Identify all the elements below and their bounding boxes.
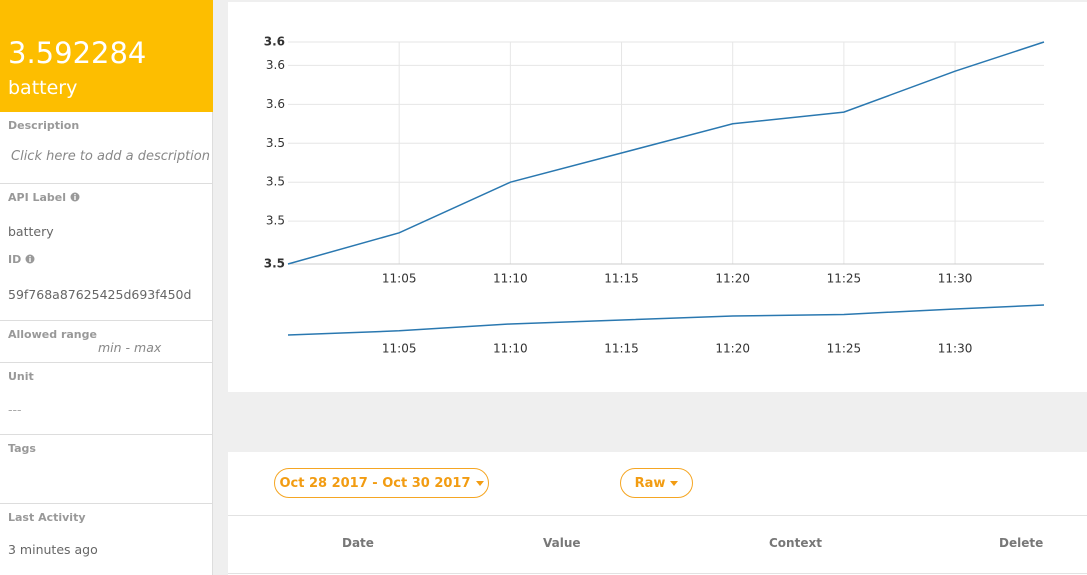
- field-label: Tags: [8, 442, 36, 455]
- resolution: Raw: [634, 475, 666, 491]
- info-icon[interactable]: [25, 254, 35, 264]
- resolution-button[interactable]: Raw: [620, 468, 693, 498]
- navigator-tick-label: 11:30: [938, 342, 973, 356]
- y-tick-label: 3.5: [266, 175, 285, 189]
- variable-name[interactable]: battery: [8, 77, 78, 99]
- field-label: Last Activity: [8, 511, 86, 524]
- navigator-tick-label: 11:10: [493, 342, 528, 356]
- chart: 3.5 3.5 3.5 3.5 3.6 3.6 3.6 11:05 11:05 11:10 11:1…: [264, 35, 1045, 356]
- navigator-line: [287, 304, 1045, 336]
- api-label-value[interactable]: battery: [8, 224, 54, 239]
- field-label: Unit: [8, 370, 34, 383]
- unit-value[interactable]: ---: [8, 402, 22, 417]
- column-header: Context: [769, 536, 822, 550]
- field-label: Description: [8, 119, 80, 132]
- divider: [0, 320, 212, 321]
- y-tick-label: 3.6: [266, 58, 285, 72]
- y-tick-label: 3.6: [266, 97, 285, 111]
- divider: [0, 434, 212, 435]
- y-tick-label: 3.5: [266, 136, 285, 150]
- caret: [670, 480, 679, 486]
- series-line: [287, 41, 1045, 265]
- description-input[interactable]: Click here to add a description: [11, 149, 210, 164]
- chart-card: [228, 2, 1087, 392]
- divider: [0, 183, 212, 184]
- column-header: Value: [543, 536, 581, 550]
- x-tick-label: 11:15: [604, 272, 639, 286]
- sidebar: 3.592284 battery Description Click here …: [0, 0, 213, 575]
- x-tick-label: 11:30: [938, 272, 973, 286]
- range-value[interactable]: min - max: [98, 340, 162, 355]
- x-tick-label: 11:25: [827, 272, 862, 286]
- x-tick-label: 11:10: [493, 272, 528, 286]
- field-label: API Label: [8, 191, 80, 204]
- last-activity-value: 3 minutes ago: [8, 542, 98, 557]
- column-header: Date: [342, 536, 374, 550]
- field-label-text: ID: [8, 253, 22, 266]
- id-value: 59f768a87625425d693f450d: [8, 287, 192, 302]
- y-tick-label: 3.5: [266, 214, 285, 228]
- field-label-text: API Label: [8, 191, 67, 204]
- y-tick-label: 3.6: [264, 35, 285, 49]
- navigator-tick-label: 11:25: [827, 342, 862, 356]
- divider: [0, 362, 212, 363]
- y-tick-label: 3.5: [264, 257, 285, 271]
- navigator-tick-label: 11:20: [715, 342, 750, 356]
- divider: [228, 573, 1087, 574]
- variable-header: 3.592284 battery: [0, 0, 213, 112]
- field-label: ID: [8, 253, 35, 266]
- table-card: [228, 452, 1087, 575]
- date-range: Oct 28 2017 - Oct 30 2017: [279, 475, 471, 491]
- caret: [475, 480, 484, 486]
- navigator-tick-label: 11:05: [382, 342, 417, 356]
- field-label: Allowed range: [8, 328, 97, 341]
- navigator-tick-label: 11:15: [604, 342, 639, 356]
- x-tick-label: 11:05: [382, 272, 417, 286]
- divider: [0, 503, 212, 504]
- column-header: Delete: [999, 536, 1044, 550]
- date-range-button[interactable]: Oct 28 2017 - Oct 30 2017: [274, 468, 489, 498]
- info-icon[interactable]: [70, 192, 80, 202]
- last-value: 3.592284: [8, 36, 147, 70]
- x-tick-label: 11:20: [715, 272, 750, 286]
- divider: [228, 515, 1087, 516]
